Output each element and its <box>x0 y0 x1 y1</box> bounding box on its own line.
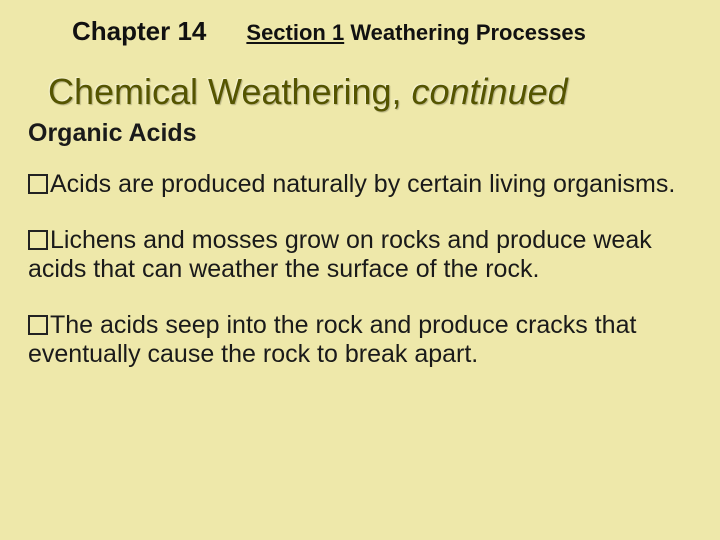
bullet-text: Acids are produced naturally by certain … <box>50 170 675 198</box>
chapter-label: Chapter 14 <box>72 16 206 47</box>
bullet-square-icon <box>28 230 48 250</box>
title-main: Chemical Weathering, <box>48 71 412 112</box>
section-prefix: Section 1 <box>246 20 344 45</box>
bullet-text: Lichens and mosses grow on rocks and pro… <box>28 226 652 284</box>
bullet-item: Acids are produced naturally by certain … <box>28 170 696 200</box>
slide: Chapter 14 Section 1 Weathering Processe… <box>0 0 720 540</box>
bullet-item: The acids seep into the rock and produce… <box>28 311 696 370</box>
bullet-item: Lichens and mosses grow on rocks and pro… <box>28 226 696 285</box>
section-label: Section 1 Weathering Processes <box>246 20 586 46</box>
bullet-square-icon <box>28 315 48 335</box>
subheading: Organic Acids <box>28 119 696 148</box>
title-italic: continued <box>412 71 568 112</box>
section-rest: Weathering Processes <box>344 20 586 45</box>
bullet-square-icon <box>28 174 48 194</box>
slide-title: Chemical Weathering, continued <box>48 71 696 113</box>
bullet-text: The acids seep into the rock and produce… <box>28 311 636 369</box>
header-row: Chapter 14 Section 1 Weathering Processe… <box>72 16 696 47</box>
